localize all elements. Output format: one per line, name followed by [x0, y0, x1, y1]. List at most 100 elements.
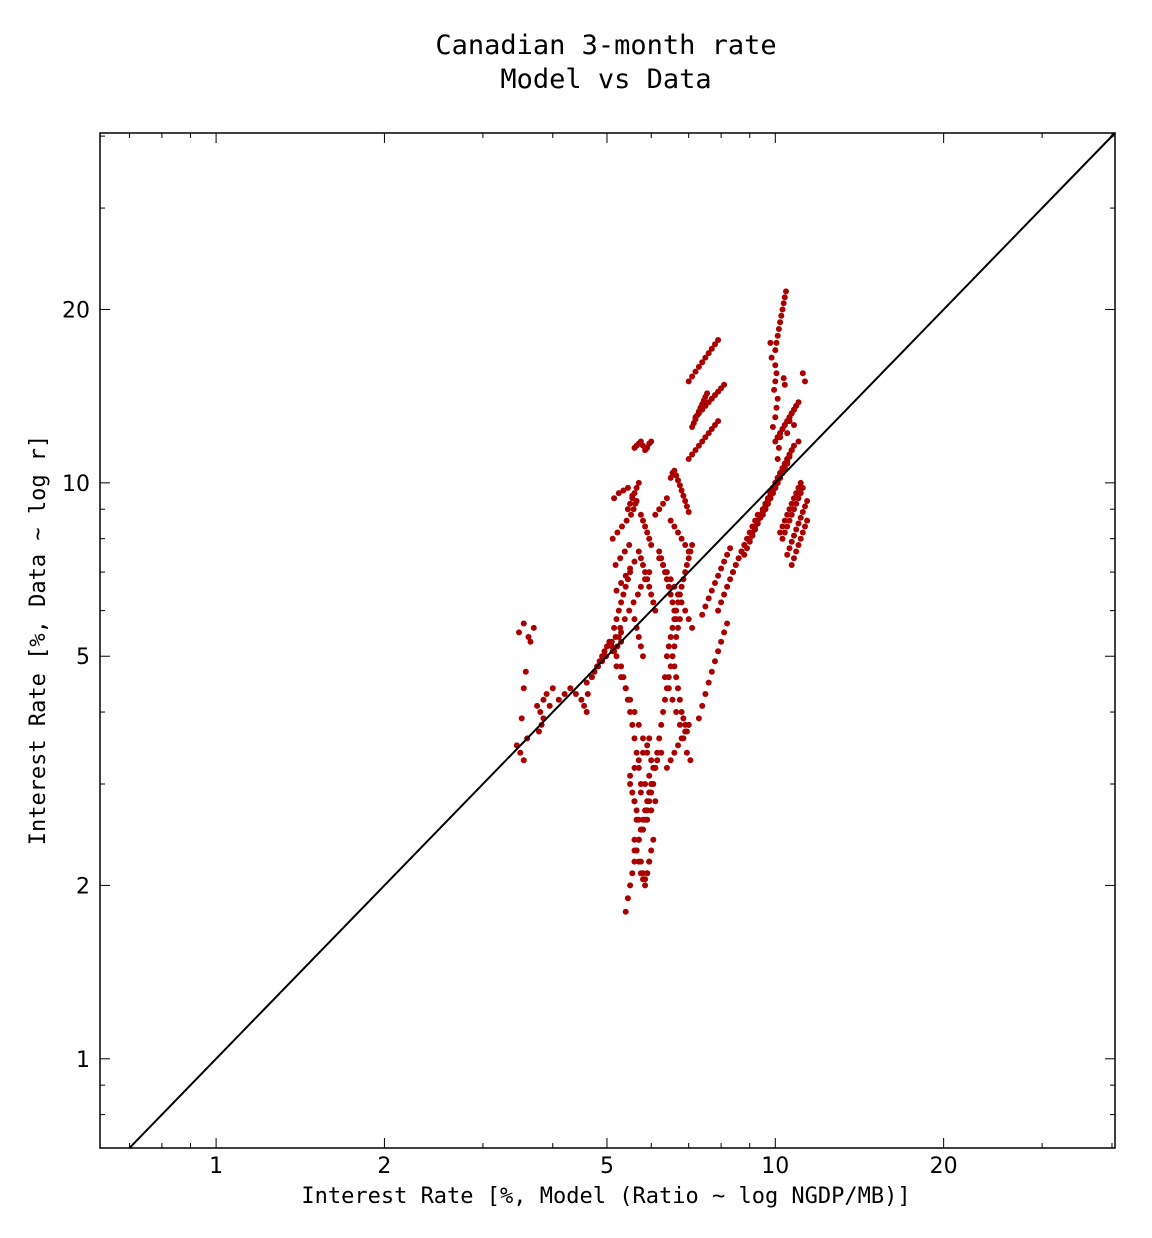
data-point: [627, 772, 634, 779]
data-point: [671, 749, 678, 756]
data-point: [667, 634, 674, 640]
data-point: [663, 764, 670, 771]
data-point: [522, 668, 529, 675]
data-point: [675, 477, 681, 484]
data-point: [689, 542, 696, 548]
data-point: [635, 757, 642, 764]
data-point: [685, 378, 692, 385]
data-point: [637, 583, 644, 590]
data-point: [637, 643, 644, 650]
data-point: [732, 562, 739, 568]
data-point: [678, 535, 685, 542]
data-point: [784, 551, 791, 558]
data-point: [708, 345, 715, 352]
data-point: [777, 434, 784, 441]
data-point: [795, 484, 802, 491]
data-point: [715, 648, 722, 655]
data-point: [635, 764, 642, 771]
data-point: [646, 772, 653, 779]
y-tick-label: 20: [62, 298, 90, 323]
chart-title-line1: Canadian 3-month rate: [435, 30, 776, 61]
data-point: [683, 562, 690, 568]
data-point: [779, 306, 786, 313]
data-point: [617, 555, 624, 562]
data-point: [715, 337, 722, 343]
data-point: [650, 781, 657, 787]
data-point: [705, 679, 712, 686]
data-point: [648, 591, 655, 598]
data-point: [786, 517, 793, 524]
data-point: [648, 757, 655, 764]
data-point: [702, 434, 709, 441]
data-point: [759, 511, 766, 518]
data-point: [633, 498, 640, 504]
data-point: [615, 490, 622, 497]
data-point: [788, 447, 795, 454]
data-point: [637, 555, 644, 562]
data-point: [646, 858, 653, 865]
data-point: [517, 749, 524, 756]
data-point: [635, 721, 642, 728]
data-point: [771, 386, 778, 393]
data-point: [613, 587, 620, 594]
data-point: [769, 424, 776, 430]
data-point: [772, 414, 779, 421]
data-point: [620, 591, 627, 598]
data-point: [652, 798, 659, 805]
data-point: [793, 548, 800, 555]
data-point: [797, 514, 804, 521]
data-point: [718, 638, 725, 645]
data-point: [793, 490, 800, 497]
data-point: [673, 634, 680, 640]
data-point: [682, 542, 689, 548]
data-point: [667, 757, 674, 764]
data-point: [621, 548, 628, 555]
data-point: [601, 648, 608, 655]
data-point: [613, 663, 620, 670]
data-point: [797, 490, 804, 497]
data-point: [644, 576, 651, 583]
data-point: [663, 653, 670, 660]
data-point: [724, 583, 731, 590]
y-tick-label: 1: [76, 1048, 90, 1073]
data-point: [644, 807, 651, 814]
data-point: [527, 638, 534, 645]
data-point: [630, 506, 637, 513]
data-point: [773, 339, 780, 346]
data-point: [572, 691, 579, 697]
data-point: [784, 511, 791, 518]
data-point: [795, 495, 802, 502]
data-point: [540, 696, 547, 703]
data-point: [774, 332, 781, 339]
data-point: [646, 535, 653, 542]
data-point: [626, 607, 633, 614]
data-point: [537, 709, 544, 715]
data-point: [749, 529, 756, 536]
data-point: [640, 735, 646, 742]
axis-ticks: [100, 133, 1115, 1148]
data-point: [702, 691, 709, 697]
data-point: [628, 511, 634, 518]
data-point: [644, 529, 651, 536]
data-point: [534, 702, 541, 709]
data-point: [518, 715, 525, 722]
data-point: [799, 509, 806, 515]
data-point: [804, 498, 811, 504]
data-point: [555, 696, 562, 703]
data-point: [676, 696, 683, 703]
y-tick-labels: 1 2 5 10 20: [62, 298, 90, 1072]
data-point: [788, 538, 795, 545]
data-point: [804, 517, 811, 524]
data-point: [724, 551, 731, 558]
data-point: [644, 742, 651, 749]
data-point: [623, 517, 630, 524]
data-point: [775, 326, 782, 332]
data-point: [671, 663, 678, 670]
data-point: [648, 789, 655, 796]
y-tick-label: 10: [62, 472, 90, 497]
data-point: [633, 807, 640, 814]
data-point: [712, 658, 718, 665]
data-point: [637, 781, 644, 787]
data-point: [793, 500, 800, 507]
data-point: [695, 363, 702, 370]
